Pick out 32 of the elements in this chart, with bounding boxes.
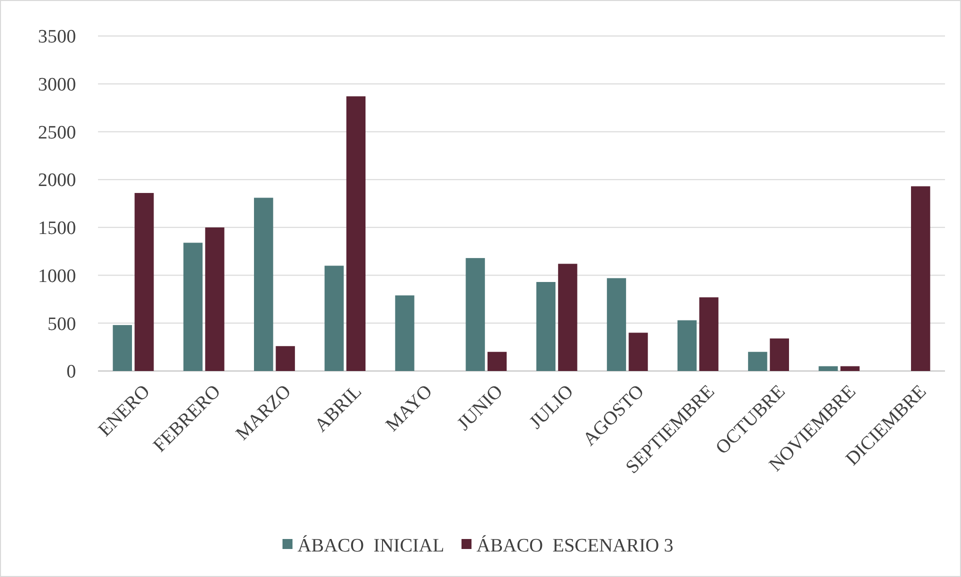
bar <box>466 258 485 371</box>
bar <box>770 338 790 371</box>
y-tick-label: 3000 <box>38 74 76 96</box>
bar <box>324 266 344 371</box>
bar <box>677 320 697 371</box>
y-tick-label: 2500 <box>38 122 76 144</box>
bar <box>395 295 414 371</box>
bar <box>254 198 274 371</box>
bar <box>276 346 295 371</box>
bar <box>628 332 648 371</box>
bar <box>818 366 838 371</box>
y-tick-label: 1500 <box>38 218 76 240</box>
bar <box>606 278 626 371</box>
legend-label: ÁBACO ESCENARIO 3 <box>476 534 674 557</box>
bar <box>536 282 556 371</box>
bar <box>183 242 203 371</box>
bar <box>134 192 154 371</box>
bar <box>488 352 507 371</box>
bar <box>748 352 768 371</box>
bar <box>112 325 132 371</box>
y-tick-label: 2000 <box>38 170 76 192</box>
y-tick-label: 0 <box>66 362 76 383</box>
bar <box>558 264 578 371</box>
bar <box>346 96 366 371</box>
legend-label: ÁBACO INICIAL <box>298 534 444 557</box>
bar <box>840 366 860 371</box>
bar <box>911 186 930 371</box>
bar <box>699 297 718 371</box>
y-tick-label: 1000 <box>38 266 76 287</box>
bar <box>205 227 224 371</box>
y-tick-label: 3500 <box>38 26 76 48</box>
y-tick-label: 500 <box>48 314 76 335</box>
